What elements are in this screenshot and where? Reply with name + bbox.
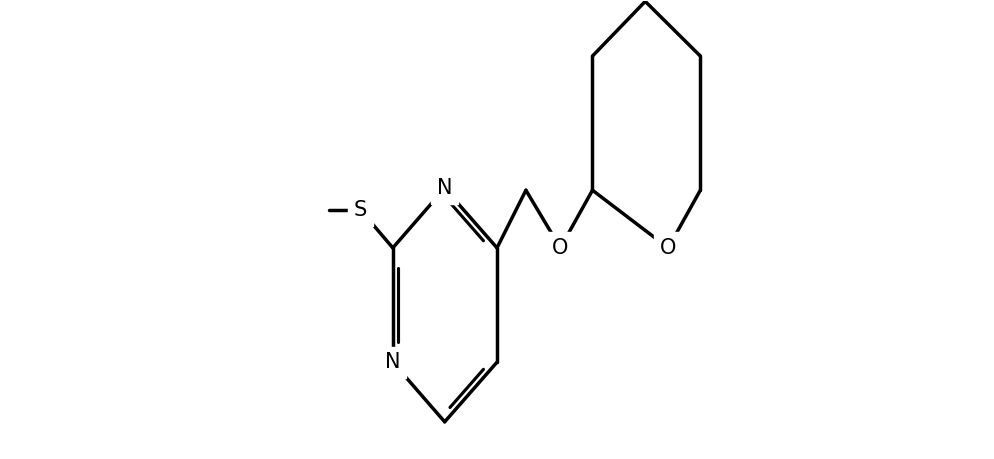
Text: N: N [437,178,452,198]
Text: N: N [385,352,401,372]
Text: S: S [354,200,368,220]
Text: O: O [660,238,676,258]
Text: O: O [552,238,569,258]
